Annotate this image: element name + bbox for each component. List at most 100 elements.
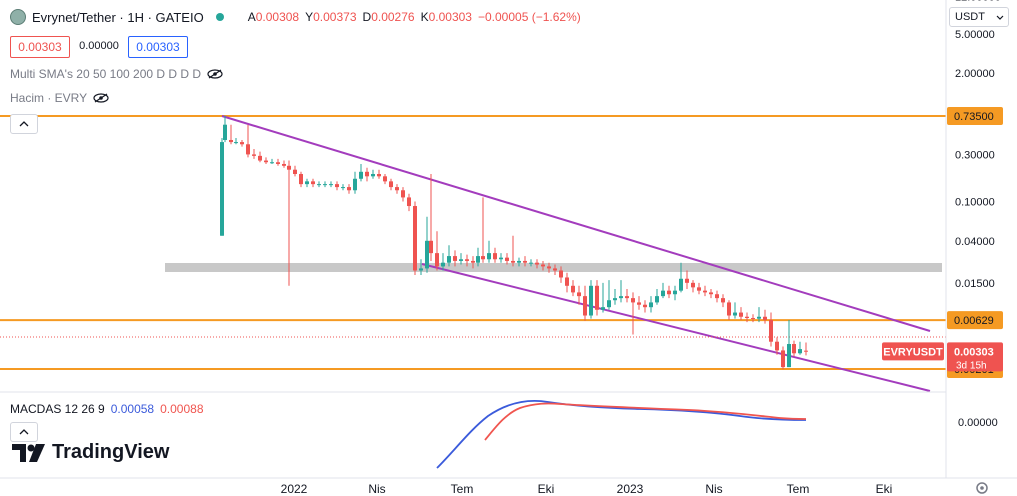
candle-body: [798, 349, 802, 353]
candle: [459, 253, 463, 264]
candle: [499, 253, 503, 263]
x-axis-ticks: 2022 Nis Tem Eki 2023 Nis Tem Eki: [281, 482, 893, 496]
candle-body: [691, 283, 695, 288]
candle-body: [583, 296, 587, 315]
candle-body: [703, 291, 707, 293]
volume-indicator-legend[interactable]: Hacim · EVRY: [10, 91, 109, 105]
collapse-legend-button[interactable]: [10, 114, 38, 134]
candle: [697, 283, 701, 294]
candle-body: [769, 320, 773, 342]
chevron-up-icon: [19, 429, 29, 435]
candle-body: [727, 302, 731, 315]
candle-body: [465, 259, 469, 261]
candle-body: [523, 261, 527, 263]
channel-upper-line: [222, 116, 930, 331]
hide-eye-icon[interactable]: [93, 93, 109, 103]
candle: [341, 184, 345, 190]
candle: [607, 280, 611, 310]
x-tick-label: Tem: [787, 482, 810, 496]
candle-body: [359, 172, 363, 179]
candle: [220, 138, 224, 236]
candle: [347, 184, 351, 194]
candle: [709, 289, 713, 298]
macd-axis-label: 0.00000: [958, 417, 998, 429]
candle: [739, 307, 743, 320]
candle: [329, 181, 333, 187]
ohlc-low-key: D: [363, 10, 372, 24]
candle-body: [631, 298, 635, 302]
tradingview-logo[interactable]: TradingView: [12, 441, 169, 464]
hide-eye-icon[interactable]: [207, 69, 223, 79]
symbol-title[interactable]: Evrynet/Tether · 1H · GATEIO: [32, 10, 204, 25]
candle: [733, 302, 737, 318]
spread-value: 0.00000: [76, 36, 122, 56]
candle-body: [739, 313, 743, 317]
settings-icon[interactable]: [977, 483, 987, 493]
candle: [493, 248, 497, 263]
candle: [335, 181, 339, 190]
candle-body: [229, 140, 233, 142]
y-tick-label: 0.04000: [955, 236, 995, 248]
candle-body: [571, 286, 575, 293]
y-axis-ticks: 12.000005.000002.000000.300000.100000.04…: [955, 0, 1001, 290]
candle: [649, 296, 653, 312]
volume-indicator-label: Hacim · EVRY: [10, 91, 87, 105]
candle: [703, 286, 707, 296]
candle-body: [401, 190, 405, 197]
candle-body: [258, 156, 262, 161]
sma-indicator-label: Multi SMA's 20 50 100 200 D D D D: [10, 67, 201, 81]
candle-body: [347, 187, 351, 190]
candle: [323, 181, 327, 187]
symbol-tag: EVRYUSDT: [883, 346, 943, 358]
candle-body: [383, 176, 387, 181]
candle-body: [505, 258, 509, 261]
chevron-down-icon: [996, 15, 1004, 20]
candle-body: [637, 302, 641, 304]
ohlc-high-value: 0.00373: [313, 10, 356, 24]
candle-body: [715, 294, 719, 298]
candle: [299, 172, 303, 187]
collapse-macd-button[interactable]: [10, 422, 38, 442]
y-tick-label: 2.00000: [955, 68, 995, 80]
candle-body: [619, 296, 623, 298]
candle: [798, 342, 802, 355]
candle-body: [697, 287, 701, 290]
sma-indicator-legend[interactable]: Multi SMA's 20 50 100 200 D D D D: [10, 67, 223, 81]
last-price-label: 0.00303: [954, 346, 994, 358]
candle: [673, 286, 677, 300]
candle: [258, 152, 262, 163]
candle: [804, 342, 808, 355]
macd-value: 0.00058: [111, 402, 154, 416]
brand-name: TradingView: [52, 441, 169, 464]
sell-price-button[interactable]: 0.00303: [10, 36, 70, 58]
candle-body: [305, 181, 309, 184]
candle: [781, 346, 785, 369]
candle-body: [601, 307, 605, 310]
candle-body: [577, 292, 581, 296]
candle-body: [329, 184, 333, 185]
ohlc-close-key: K: [421, 10, 429, 24]
candle-body: [429, 241, 433, 253]
candle: [234, 138, 238, 144]
candle: [305, 179, 309, 187]
buy-price-button[interactable]: 0.00303: [128, 36, 188, 58]
candle-body: [517, 261, 521, 263]
candle-body: [425, 241, 429, 269]
candle-body: [435, 253, 439, 266]
candle: [276, 159, 280, 166]
candle: [685, 271, 689, 289]
currency-select[interactable]: USDT: [949, 7, 1009, 27]
candle: [643, 300, 647, 312]
candle: [407, 194, 411, 211]
countdown-label: 3d 15h: [956, 360, 987, 371]
macd-legend[interactable]: MACDAS 12 26 9 0.00058 0.00088: [10, 402, 204, 416]
candle-body: [763, 317, 767, 320]
candle: [229, 125, 233, 145]
candle-body: [487, 253, 491, 259]
candle: [401, 187, 405, 201]
candle: [583, 286, 587, 321]
candle-body: [220, 142, 224, 236]
candle-body: [643, 305, 647, 307]
candle-body: [377, 174, 381, 176]
x-tick-label: Nis: [368, 482, 385, 496]
